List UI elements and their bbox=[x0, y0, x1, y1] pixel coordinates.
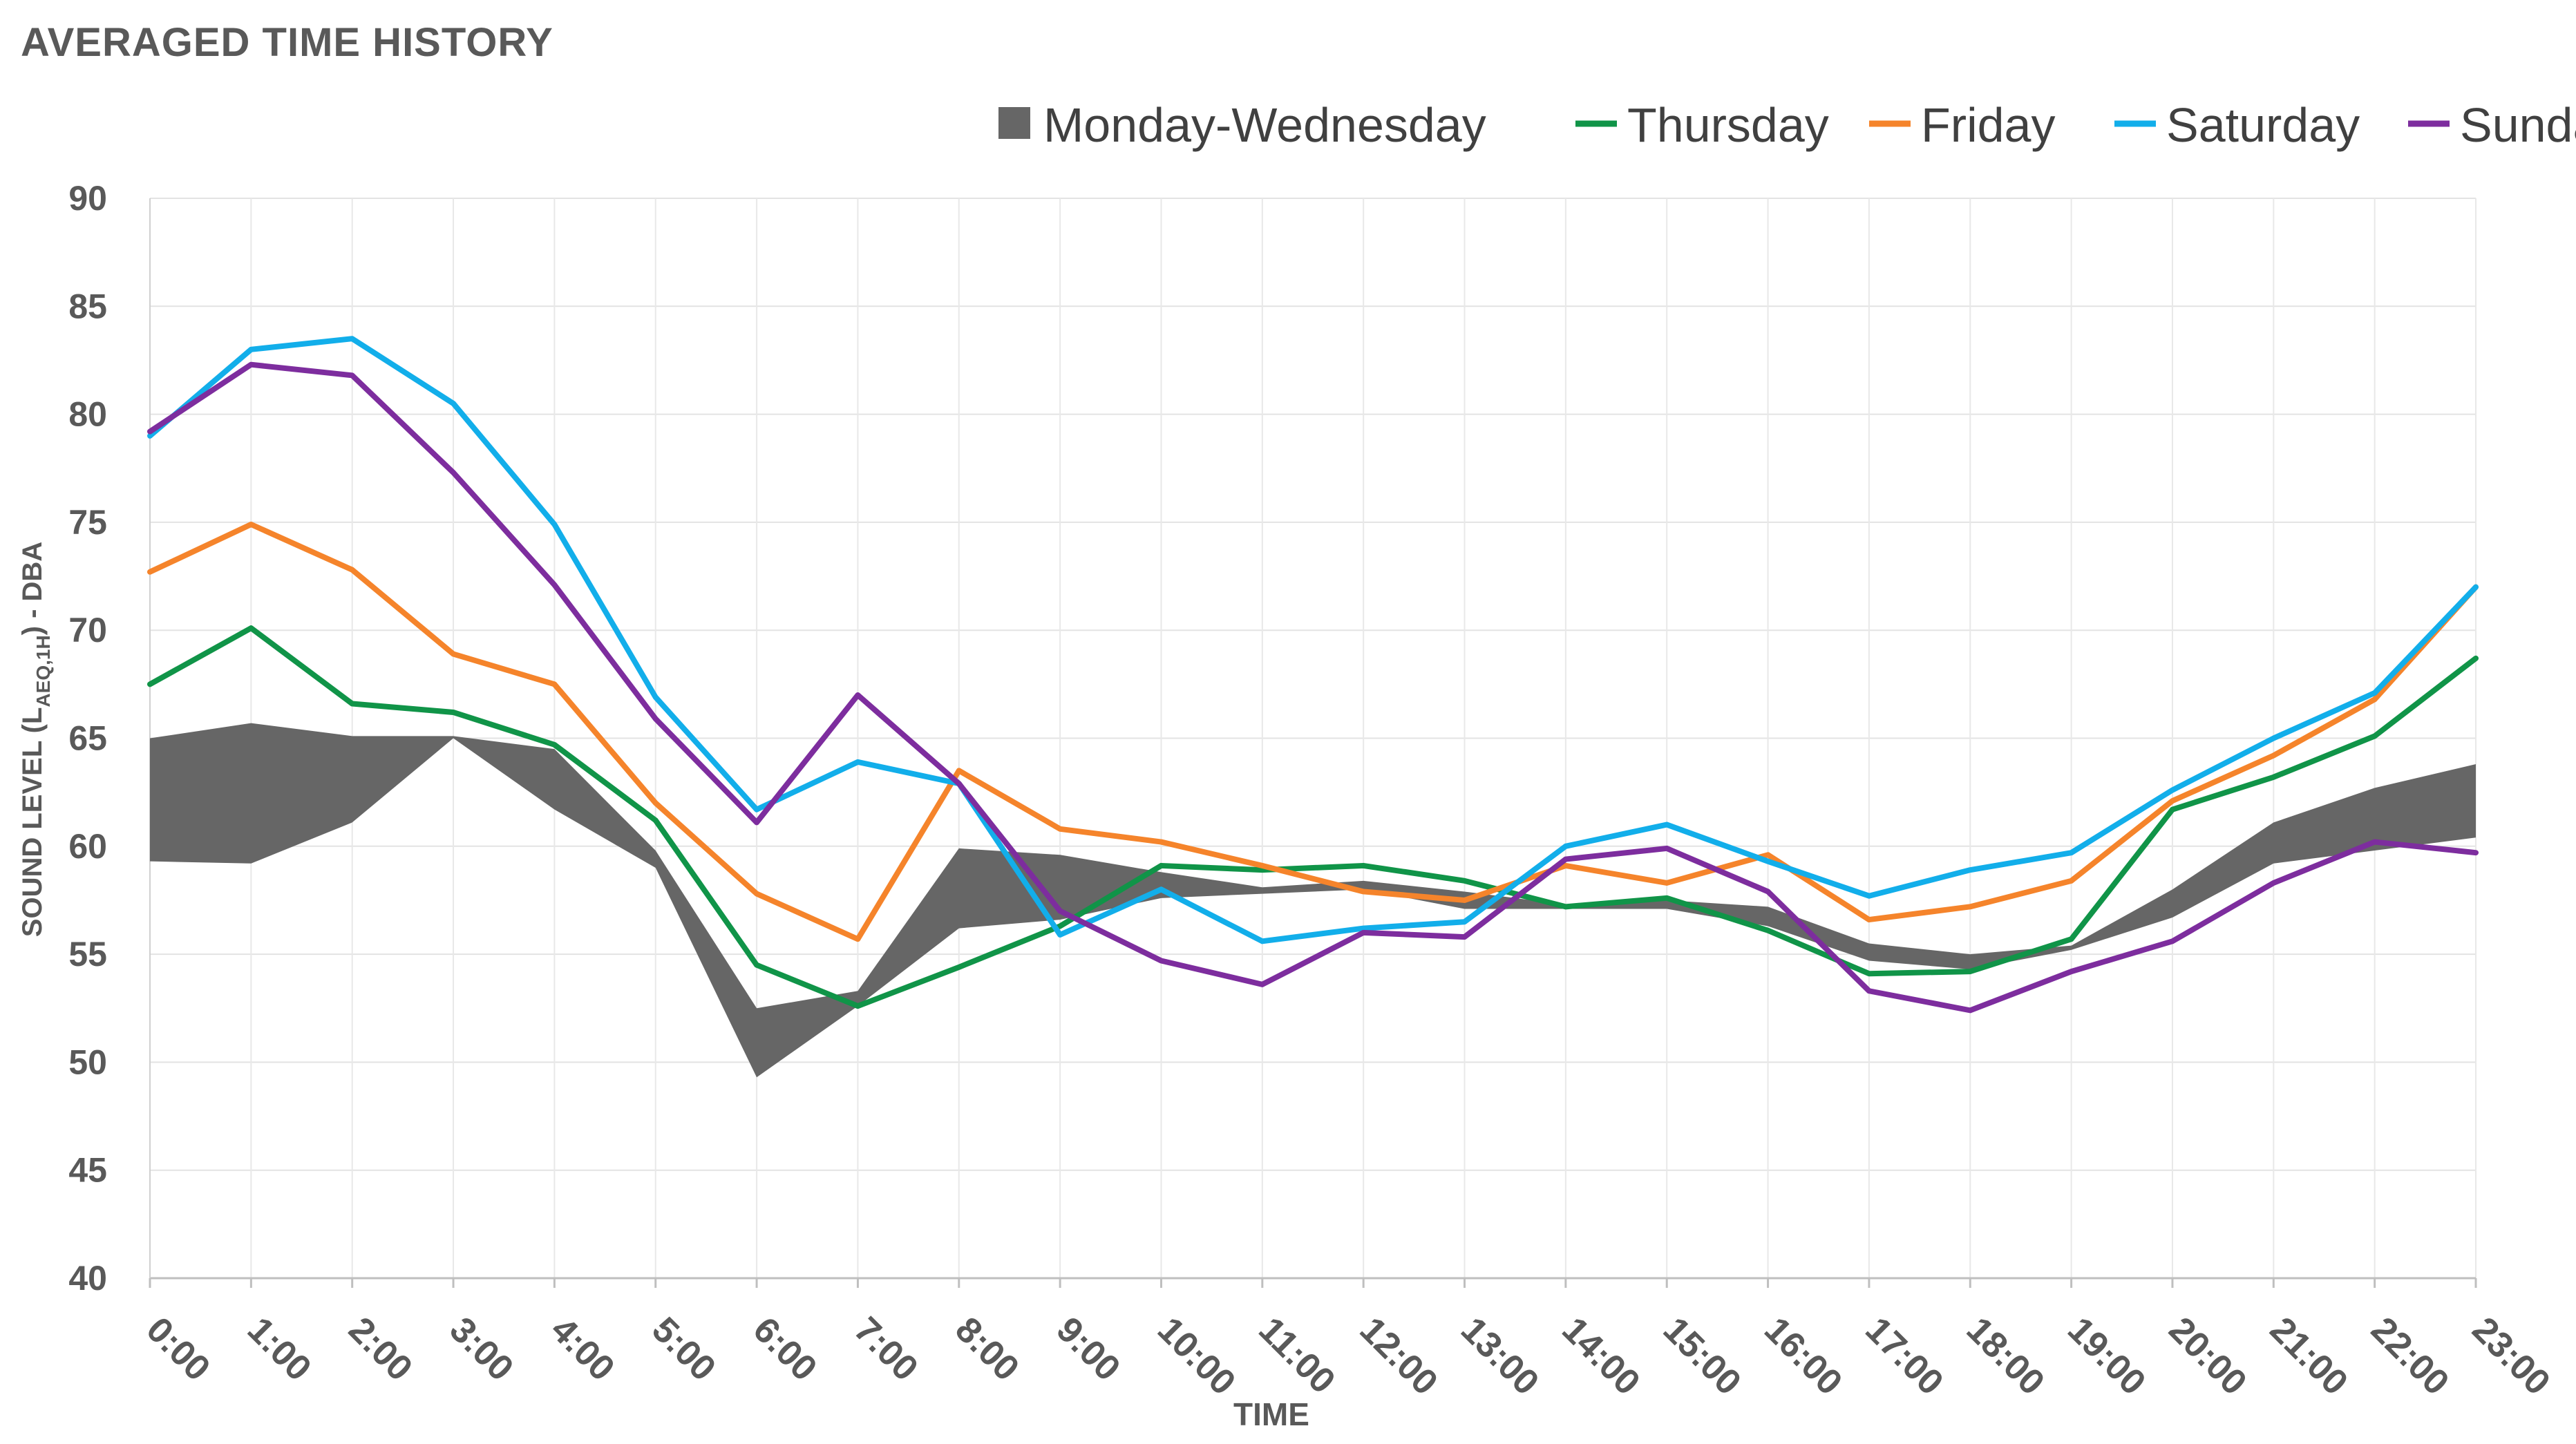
x-tick-label: 4:00 bbox=[543, 1309, 623, 1389]
y-tick-label: 65 bbox=[68, 719, 107, 758]
x-tick-label: 2:00 bbox=[341, 1309, 420, 1389]
y-tick-label: 90 bbox=[68, 179, 107, 218]
x-tick-label: 11:00 bbox=[1251, 1309, 1343, 1401]
x-tick-label: 5:00 bbox=[644, 1309, 723, 1389]
y-tick-label: 50 bbox=[68, 1043, 107, 1081]
y-axis-label: SOUND LEVEL (LAEQ,1H) - DBA bbox=[17, 542, 54, 937]
y-tick-label: 55 bbox=[68, 935, 107, 973]
legend-item-monday-wednesday: Monday-Wednesday bbox=[998, 98, 1486, 152]
y-tick-label: 70 bbox=[68, 611, 107, 649]
x-tick-label: 8:00 bbox=[947, 1309, 1027, 1389]
x-tick-label: 6:00 bbox=[746, 1309, 825, 1389]
x-tick-label: 9:00 bbox=[1049, 1309, 1128, 1389]
x-tick-label: 21:00 bbox=[2262, 1309, 2356, 1403]
legend-swatch-box bbox=[998, 107, 1030, 139]
y-tick-label: 80 bbox=[68, 395, 107, 434]
legend-item-friday: Friday bbox=[1869, 98, 2055, 152]
x-tick-label: 20:00 bbox=[2161, 1309, 2254, 1403]
x-tick-label: 17:00 bbox=[1857, 1309, 1951, 1403]
y-tick-label: 40 bbox=[68, 1259, 107, 1298]
x-tick-label: 1:00 bbox=[240, 1309, 319, 1389]
y-tick-labels: 40 45 50 55 60 65 70 75 80 85 90 bbox=[68, 179, 107, 1298]
series-line-saturday bbox=[147, 336, 2479, 944]
legend-label: Monday-Wednesday bbox=[1043, 98, 1486, 152]
y-tick-label: 75 bbox=[68, 503, 107, 542]
y-axis-label-unit: ) - DBA bbox=[17, 542, 48, 636]
gridlines bbox=[150, 198, 2476, 1278]
x-tick-label: 18:00 bbox=[1959, 1309, 2052, 1403]
x-tick-labels: 0:00 1:00 2:00 3:00 4:00 5:00 6:00 7:00 8:00 9:00… bbox=[139, 1309, 2558, 1403]
x-tick-label: 13:00 bbox=[1453, 1309, 1546, 1403]
legend: Monday-Wednesday Thursday Friday Saturday Su… bbox=[998, 98, 2576, 152]
series-line-friday bbox=[147, 522, 2479, 942]
legend-item-thursday: Thursday bbox=[1575, 98, 1829, 152]
y-tick-label: 60 bbox=[68, 827, 107, 866]
band-monday-wednesday bbox=[150, 723, 2476, 1078]
legend-label: Saturday bbox=[2166, 98, 2360, 152]
x-tick-label: 3:00 bbox=[442, 1309, 522, 1389]
y-tick-label: 85 bbox=[68, 287, 107, 325]
legend-label: Thursday bbox=[1627, 98, 1829, 152]
axis-labels: TIME SOUND LEVEL (LAEQ,1H) - DBA bbox=[17, 542, 1309, 1432]
x-tick-label: 15:00 bbox=[1656, 1309, 1749, 1403]
x-tick-label: 22:00 bbox=[2363, 1309, 2456, 1403]
legend-label: Friday bbox=[1921, 98, 2055, 152]
x-tick-label: 19:00 bbox=[2060, 1309, 2153, 1403]
y-tick-label: 45 bbox=[68, 1151, 107, 1190]
y-axis-label-main: SOUND LEVEL (L bbox=[17, 707, 48, 938]
chart-title: AVERAGED TIME HISTORY bbox=[21, 20, 553, 65]
x-tick-label: 14:00 bbox=[1554, 1309, 1647, 1403]
series-layer bbox=[147, 336, 2479, 1014]
band-layer bbox=[150, 723, 2476, 1078]
x-tick-label: 23:00 bbox=[2465, 1309, 2558, 1403]
series-line-sunday bbox=[147, 361, 2479, 1014]
y-axis-label-subscript: AEQ,1H bbox=[32, 635, 54, 707]
x-tick-label: 16:00 bbox=[1756, 1309, 1850, 1403]
x-axis-label: TIME bbox=[1233, 1396, 1309, 1432]
x-tick-label: 10:00 bbox=[1150, 1309, 1243, 1403]
series-line-thursday bbox=[147, 625, 2479, 1009]
x-tick-label: 12:00 bbox=[1352, 1309, 1446, 1403]
legend-item-saturday: Saturday bbox=[2114, 98, 2360, 152]
legend-item-sunday: Sunday bbox=[2408, 98, 2576, 152]
x-tick-label: 0:00 bbox=[139, 1309, 218, 1389]
x-tick-label: 7:00 bbox=[846, 1309, 926, 1389]
legend-label: Sunday bbox=[2460, 98, 2576, 152]
